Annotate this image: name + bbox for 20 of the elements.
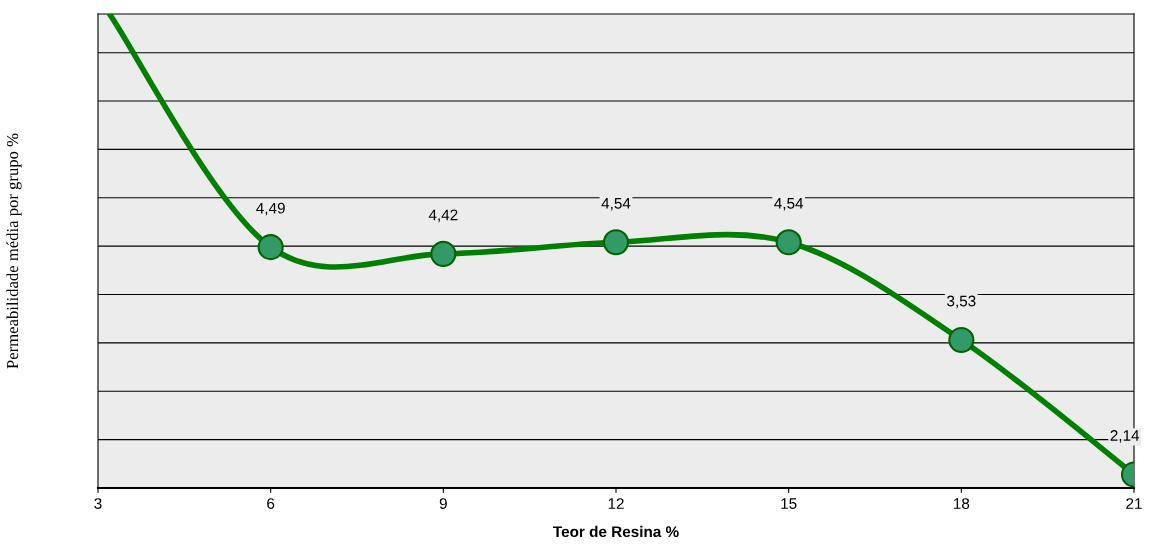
point — [948, 326, 975, 354]
data-label: 4,54 — [601, 198, 631, 211]
point — [602, 229, 630, 256]
x-tick-label: 3 — [94, 498, 102, 509]
y-axis-title: Permeabilidade média por grupo % — [6, 133, 22, 369]
point — [257, 234, 284, 261]
x-axis-title: Teor de Resina % — [553, 525, 679, 538]
x-tick-label: 18 — [954, 498, 970, 509]
x-tick-label: 12 — [608, 498, 624, 509]
data-label: 2,14 — [1110, 430, 1140, 443]
point — [775, 229, 802, 256]
x-tick-label: 6 — [267, 498, 275, 509]
x-tick-label: 21 — [1126, 498, 1142, 509]
x-tick-label: 15 — [781, 498, 797, 509]
point — [430, 240, 457, 267]
data-label: 4,54 — [774, 198, 804, 211]
data-label: 4,42 — [428, 209, 458, 223]
data-label: 3,53 — [947, 295, 976, 309]
x-tick-label: 9 — [439, 498, 447, 509]
data-label: 4,49 — [256, 202, 285, 216]
